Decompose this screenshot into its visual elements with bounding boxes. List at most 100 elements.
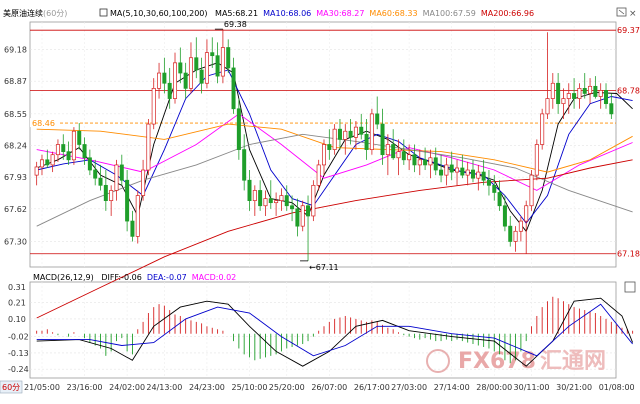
candle-body [353, 126, 358, 138]
candle-body [375, 113, 380, 125]
candle-body [236, 108, 241, 150]
candle-body [316, 164, 321, 186]
x-tick-label: 24/02:00 [109, 383, 145, 392]
candle-body [151, 88, 156, 125]
candle-body [220, 47, 225, 77]
level-label: 68.78 [617, 86, 640, 95]
candle-body [364, 133, 369, 150]
level-label: 69.37 [617, 26, 640, 35]
settings-icon-mark [618, 9, 625, 15]
candle-body [279, 195, 284, 201]
price-y-tick-label: 67.30 [4, 237, 27, 246]
price-y-tick-label: 68.55 [4, 110, 27, 119]
x-tick-label: 28/00:00 [476, 383, 512, 392]
candle-body [306, 205, 311, 217]
candle-body [455, 167, 460, 173]
x-axis-labels: 21/05:00 23/16:00 24/02:00 24/13:00 24/23:00… [24, 383, 635, 392]
macd-line-diff [36, 297, 634, 367]
candle-body [609, 103, 614, 115]
candle-body [141, 169, 146, 196]
annotations: 69.38 ←67.11 [214, 20, 339, 272]
candle-body [492, 184, 497, 193]
candle-body [604, 90, 609, 105]
candle-body [550, 82, 555, 99]
candle-body [98, 177, 103, 186]
candle-body [77, 130, 82, 145]
candle-body [215, 55, 220, 77]
candle-body [385, 144, 390, 156]
candle-body [311, 184, 316, 217]
candle-body [439, 169, 444, 176]
ma-value-3: MA30:68.27 [316, 9, 364, 18]
candle-body [545, 98, 550, 115]
candle-body [263, 198, 268, 207]
candle-body [508, 225, 513, 242]
candle-body [242, 149, 247, 181]
macd-y-tick-label: 0.10 [8, 315, 26, 324]
candle-body [157, 72, 162, 89]
ma-line-ma200 [36, 159, 633, 319]
candle-body [146, 123, 151, 171]
macd-line-dea [36, 303, 633, 357]
x-tick-label: 23/16:00 [67, 383, 103, 392]
ma-toggle-checkbox[interactable] [99, 8, 108, 17]
candle-body [39, 159, 44, 168]
candle-body [34, 166, 39, 176]
candle-body [162, 72, 167, 84]
macd-y-tick-label: -0.24 [8, 365, 29, 374]
ma-params-label: MA(5,10,30,60,100,200) [110, 9, 208, 18]
macd-value-3: MACD:0.02 [192, 273, 237, 282]
x-tick-label: 30/21:00 [556, 383, 592, 392]
macd-settings-icon[interactable] [624, 281, 636, 293]
candle-body [460, 167, 465, 176]
candle-body [284, 195, 289, 207]
level-lines: 69.37 68.78 68.46 67.18 [30, 26, 640, 259]
window-controls: × [616, 7, 637, 293]
candle-body [119, 164, 124, 181]
candle-body [359, 126, 364, 135]
candle-body [231, 67, 236, 110]
candle-body [417, 159, 422, 166]
candle-body [593, 85, 598, 97]
watermark: FX678 汇通网 [426, 349, 606, 374]
ma-value-1: MA5:68.21 [215, 9, 258, 18]
candle-body [529, 174, 534, 207]
macd-y-tick-label: -0.13 [8, 349, 29, 358]
candle-body [178, 62, 183, 74]
candle-body [258, 190, 263, 207]
candle-body [396, 151, 401, 159]
candle-body [513, 230, 518, 242]
x-tick-label: 27/03:00 [391, 383, 427, 392]
candle-body [295, 208, 300, 227]
symbol-label: 美原油连续 [3, 8, 43, 18]
candle-body [337, 128, 342, 140]
candle-body [114, 164, 119, 191]
macd-histogram [36, 296, 634, 364]
candle-body [274, 200, 279, 204]
candle-body [173, 62, 178, 99]
candle-body [433, 157, 438, 171]
macd-y-top-label: 0.31 [8, 283, 26, 292]
candle-body [61, 144, 66, 152]
candle-body [268, 198, 273, 204]
candle-body [210, 52, 215, 57]
candle-body [566, 93, 571, 99]
macd-grid [30, 282, 617, 378]
ma-value-4: MA60:68.33 [369, 9, 417, 18]
candle-body [82, 144, 87, 159]
candle-body [300, 205, 305, 227]
candle-body [66, 151, 71, 161]
x-tick-label: 24/23:00 [189, 383, 225, 392]
candle-body [194, 57, 199, 71]
close-icon[interactable]: × [629, 9, 637, 19]
candle-body [534, 144, 539, 176]
candle-body [476, 171, 481, 179]
period-label: (60分) [43, 9, 67, 18]
ma-value-5: MA100:67.59 [423, 9, 476, 18]
macd-header: MACD(26,12,9) DIFF:-0.06 DEA:-0.07 MACD:0.… [33, 273, 236, 282]
x-tick-label: 25/20:00 [269, 383, 305, 392]
timeframe-badge[interactable] [0, 380, 23, 394]
macd-value-1: DIFF:-0.06 [101, 273, 142, 282]
ma-line-ma60 [36, 123, 633, 173]
